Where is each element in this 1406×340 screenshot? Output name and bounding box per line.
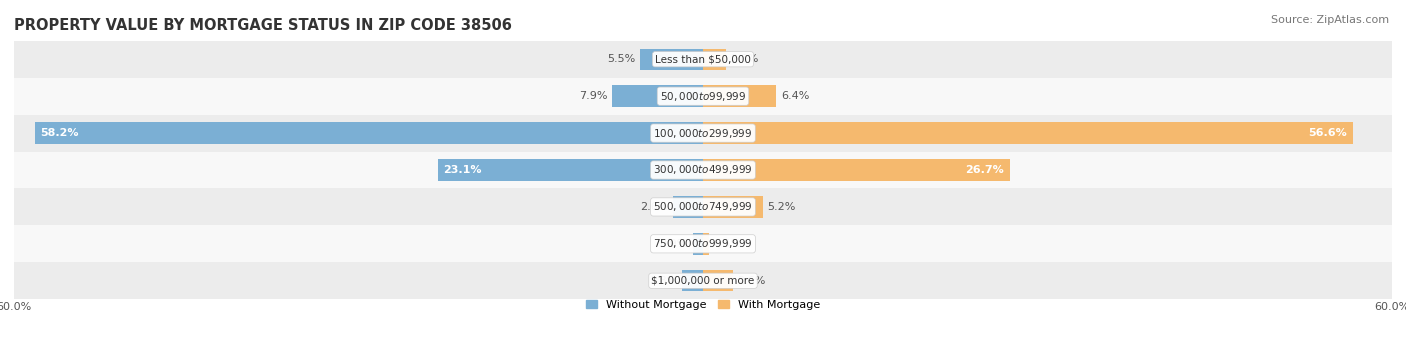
Text: Source: ZipAtlas.com: Source: ZipAtlas.com [1271,15,1389,25]
Text: 2.6%: 2.6% [738,276,766,286]
Bar [35,122,703,144]
Bar [703,196,762,218]
Text: 0.9%: 0.9% [659,239,688,249]
Text: 56.6%: 56.6% [1309,128,1347,138]
Text: 23.1%: 23.1% [443,165,482,175]
Text: 5.2%: 5.2% [768,202,796,212]
Bar [14,78,1392,115]
Text: 58.2%: 58.2% [41,128,79,138]
Text: 2.6%: 2.6% [640,202,669,212]
Bar [14,262,1392,299]
Bar [612,85,703,107]
Bar [703,122,1353,144]
Bar [640,49,703,70]
Text: $1,000,000 or more: $1,000,000 or more [651,276,755,286]
Text: 0.5%: 0.5% [713,239,741,249]
Bar [14,188,1392,225]
Bar [703,85,776,107]
Bar [682,270,703,291]
Bar [703,270,733,291]
Text: Less than $50,000: Less than $50,000 [655,54,751,64]
Text: $500,000 to $749,999: $500,000 to $749,999 [654,200,752,214]
Bar [437,159,703,181]
Text: $50,000 to $99,999: $50,000 to $99,999 [659,90,747,103]
Bar [703,233,709,255]
Text: 1.8%: 1.8% [650,276,678,286]
Text: 6.4%: 6.4% [782,91,810,101]
Text: PROPERTY VALUE BY MORTGAGE STATUS IN ZIP CODE 38506: PROPERTY VALUE BY MORTGAGE STATUS IN ZIP… [14,18,512,33]
Bar [14,152,1392,188]
Bar [14,115,1392,152]
Bar [693,233,703,255]
Bar [673,196,703,218]
Text: $300,000 to $499,999: $300,000 to $499,999 [654,164,752,176]
Text: $750,000 to $999,999: $750,000 to $999,999 [654,237,752,250]
Bar [703,49,725,70]
Text: 26.7%: 26.7% [965,165,1004,175]
Text: 2.0%: 2.0% [731,54,759,64]
Text: 5.5%: 5.5% [607,54,636,64]
Bar [14,41,1392,78]
Bar [703,159,1010,181]
Text: $100,000 to $299,999: $100,000 to $299,999 [654,126,752,140]
Legend: Without Mortgage, With Mortgage: Without Mortgage, With Mortgage [582,295,824,314]
Text: 7.9%: 7.9% [579,91,607,101]
Bar [14,225,1392,262]
